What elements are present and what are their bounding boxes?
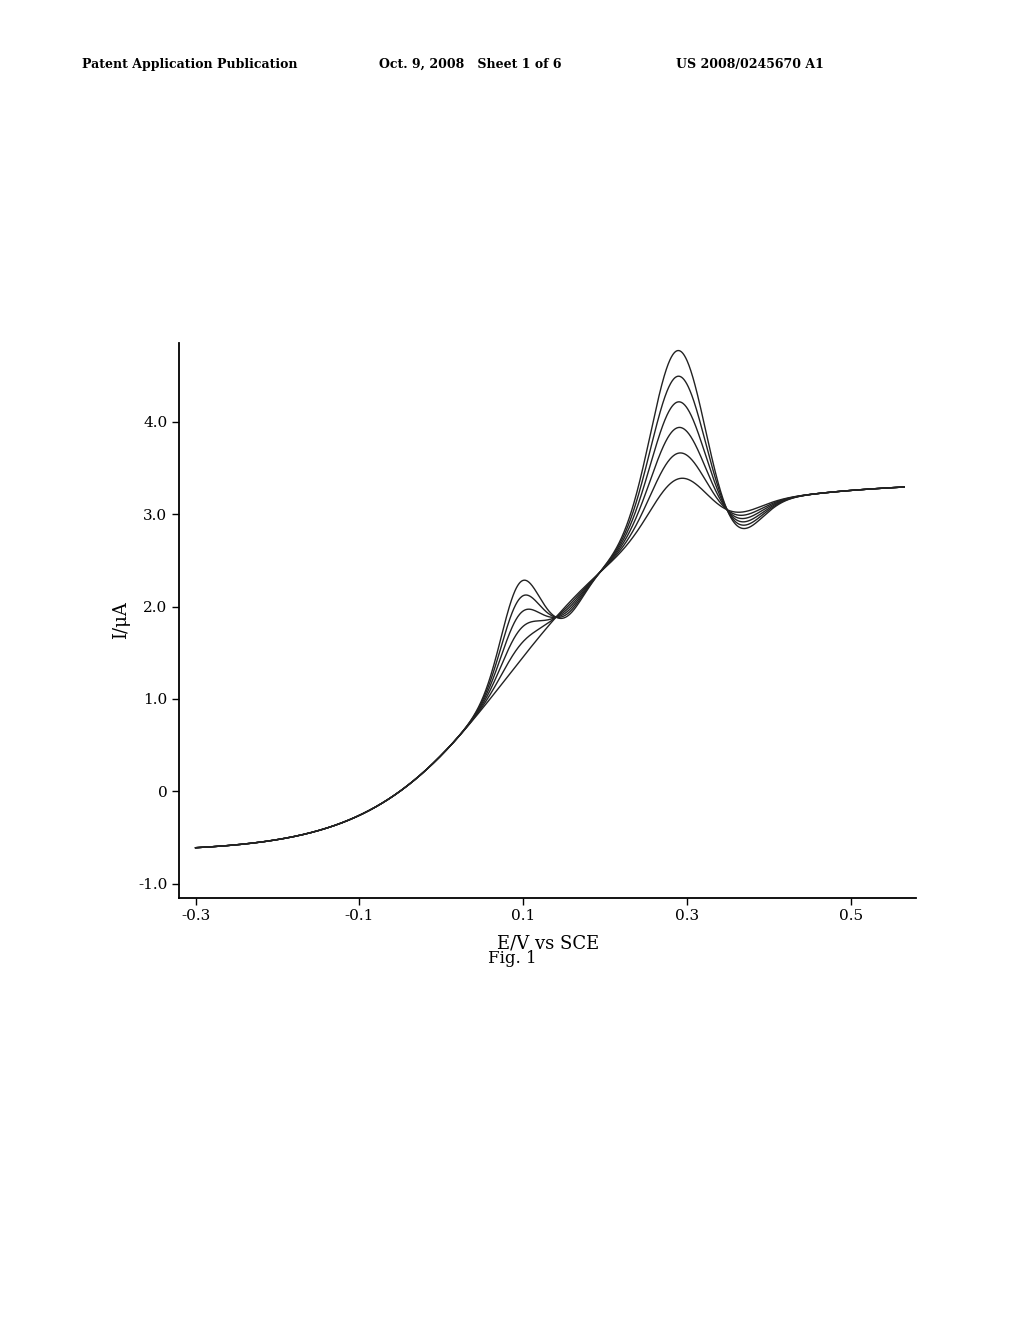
Text: US 2008/0245670 A1: US 2008/0245670 A1 (676, 58, 823, 71)
Y-axis label: I/μA: I/μA (112, 602, 130, 639)
Text: Patent Application Publication: Patent Application Publication (82, 58, 297, 71)
Text: Fig. 1: Fig. 1 (487, 950, 537, 968)
Text: Oct. 9, 2008   Sheet 1 of 6: Oct. 9, 2008 Sheet 1 of 6 (379, 58, 561, 71)
X-axis label: E/V vs SCE: E/V vs SCE (497, 935, 599, 953)
